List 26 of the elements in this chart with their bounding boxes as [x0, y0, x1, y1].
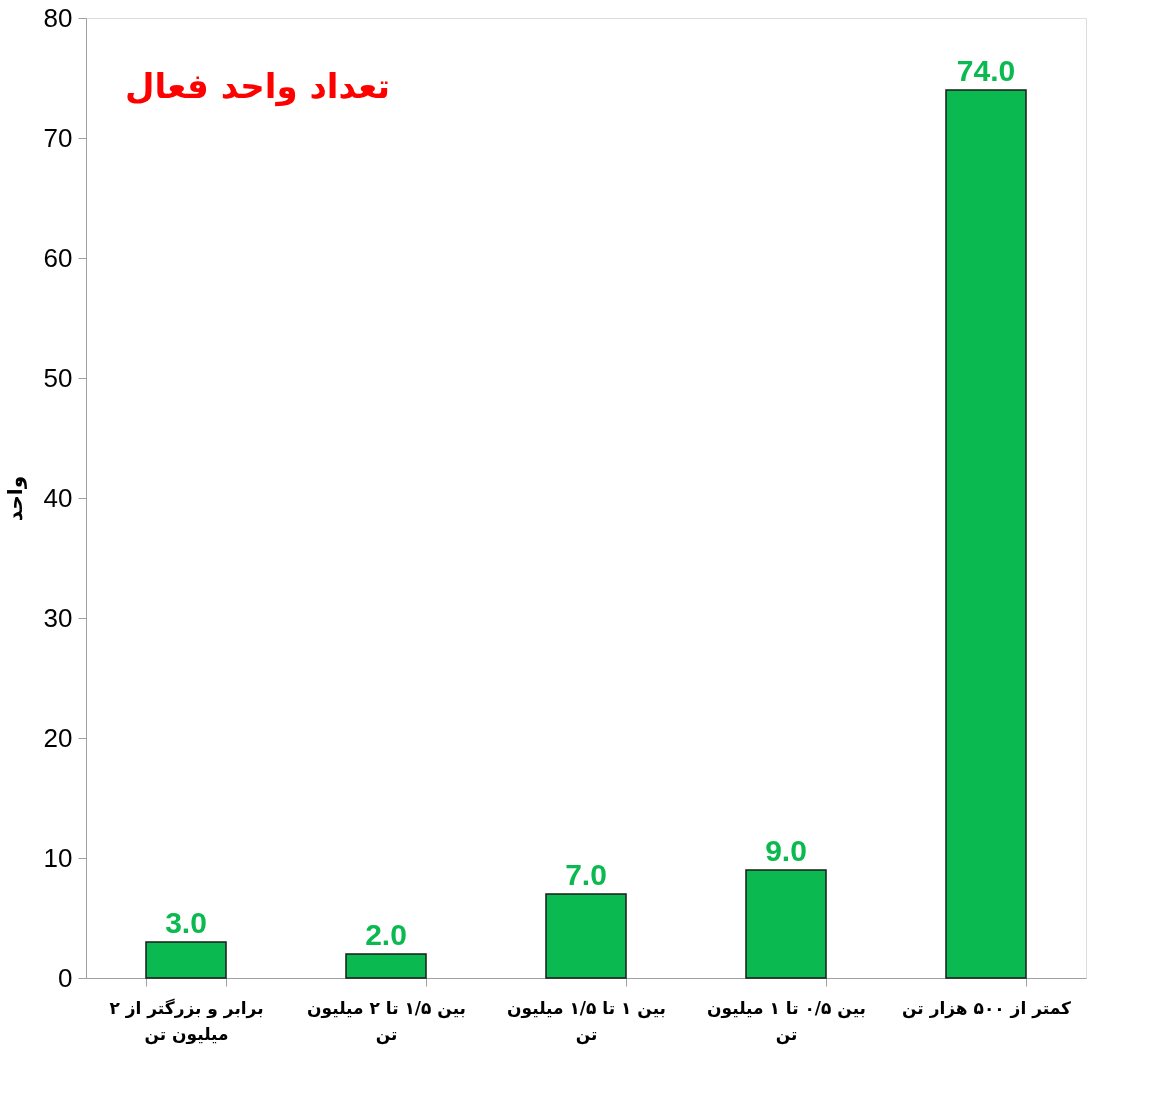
data-label: 3.0 [165, 906, 207, 939]
data-label: 9.0 [765, 834, 807, 867]
text: تعداد واحد فعال [125, 66, 391, 107]
x-tick-label: بین ۱/۵ تا ۲ میلیون تن [307, 997, 466, 1045]
x-tick-label: کمتر از ۵۰۰ هزار تن [902, 997, 1072, 1019]
bar [745, 869, 827, 979]
y-tick-label: 70 [43, 122, 73, 153]
y-axis-title: واحد [2, 475, 27, 522]
data-label: 2.0 [365, 918, 407, 951]
x-tick-label: برابر و بزرگتر از ۲ میلیون تن [109, 997, 264, 1045]
bar [945, 89, 1027, 979]
y-tick-label: 60 [43, 242, 73, 273]
data-label: 7.0 [565, 858, 607, 891]
y-tick-label: 40 [43, 482, 73, 513]
x-tick-label: بین ۱ تا ۱/۵ میلیون تن [507, 997, 666, 1045]
x-tick-label: بین ۰/۵ تا ۱ میلیون تن [707, 997, 866, 1045]
bar [145, 941, 227, 979]
y-tick-label: 20 [43, 722, 73, 753]
y-tick-label: 0 [58, 962, 73, 993]
y-tick-label: 80 [43, 2, 73, 33]
data-label: 74.0 [956, 54, 1016, 87]
y-tick-label: 10 [43, 842, 73, 873]
y-tick-label: 30 [43, 602, 73, 633]
y-tick-label: 50 [43, 362, 73, 393]
bar [345, 953, 427, 979]
bar [545, 893, 627, 979]
